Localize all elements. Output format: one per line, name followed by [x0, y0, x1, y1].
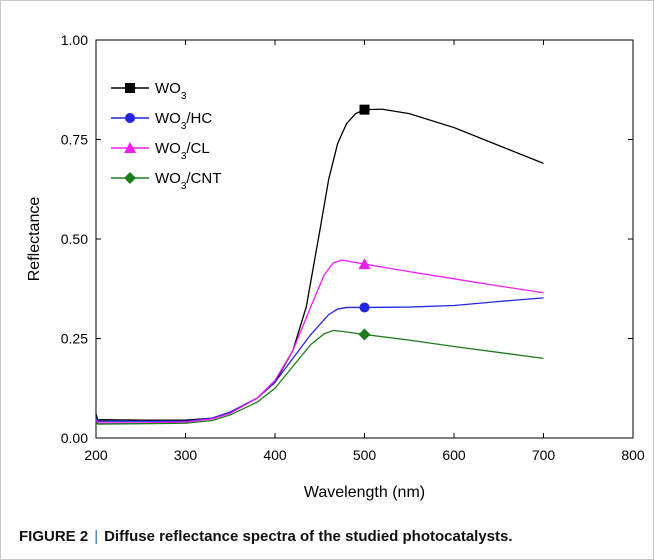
series-marker-wo3-cl	[358, 258, 371, 270]
y-tick-label: 0.00	[61, 430, 88, 446]
y-tick-label: 0.75	[61, 132, 88, 148]
x-tick-label: 300	[174, 447, 198, 463]
reflectance-chart: 200 300 400 500 600 700 800 0.00 0.25 0.50 0.75 1.0…	[26, 32, 645, 501]
legend-label-wo3-hc: WO3/HC	[155, 110, 212, 132]
y-tick-label: 0.50	[61, 231, 88, 247]
y-axis-title: Reflectance	[26, 197, 43, 282]
series-line-wo3	[95, 108, 544, 421]
plot-frame	[95, 39, 634, 439]
caption-label: FIGURE 2	[19, 528, 89, 545]
legend-label-wo3-cnt: WO3/CNT	[155, 170, 221, 192]
figure-caption: FIGURE 2 | Diffuse reflectance spectra of …	[19, 528, 649, 545]
x-tick-label: 800	[621, 447, 645, 463]
series-marker-wo3-hc	[359, 302, 370, 313]
x-tick-label: 200	[84, 447, 108, 463]
caption-separator: |	[94, 528, 99, 545]
x-tick-label: 400	[263, 447, 287, 463]
x-axis-title: Wavelength (nm)	[304, 484, 425, 501]
x-tick-label: 500	[353, 447, 377, 463]
series-marker-wo3	[359, 104, 370, 115]
caption-text: Diffuse reflectance spectra of the studi…	[104, 528, 513, 545]
series-line-wo3-cl	[95, 259, 544, 424]
x-tick-label: 700	[532, 447, 556, 463]
legend-marker-wo3-cnt	[124, 172, 136, 184]
y-tick-label: 1.00	[61, 32, 88, 48]
legend-marker-wo3-hc	[125, 113, 135, 123]
series-line-wo3-cnt	[95, 329, 544, 425]
y-tick-label: 0.25	[61, 331, 88, 347]
x-tick-label: 600	[442, 447, 466, 463]
legend-label-wo3-cl: WO3/CL	[155, 140, 210, 162]
legend-marker-wo3	[125, 83, 135, 93]
legend-label-wo3: WO3	[155, 80, 187, 102]
legend-marker-wo3-cl	[124, 142, 136, 153]
series-marker-wo3-cnt	[358, 328, 371, 341]
series-line-wo3-hc	[95, 297, 544, 422]
